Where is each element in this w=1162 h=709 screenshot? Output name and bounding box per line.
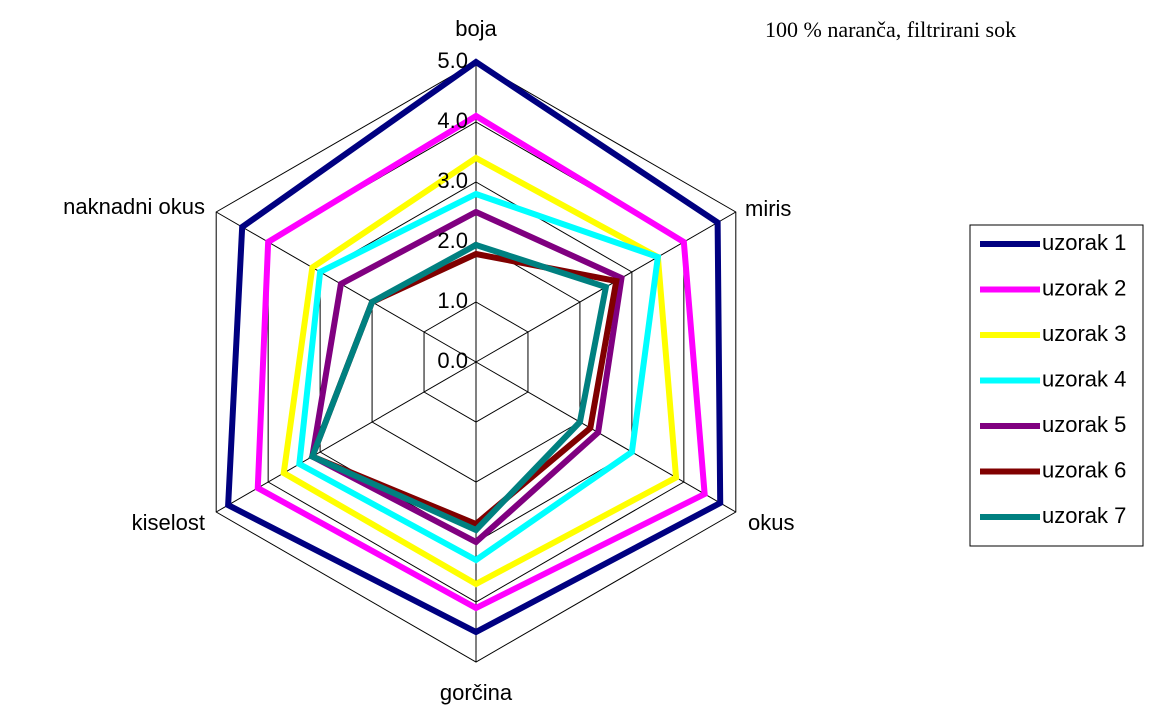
category-label: naknadni okus [63,194,205,219]
legend-label: uzorak 1 [1042,230,1126,255]
series-line [225,58,724,636]
legend-label: uzorak 2 [1042,275,1126,300]
tick-label: 4.0 [437,108,468,133]
legend-label: uzorak 4 [1042,366,1126,391]
legend-label: uzorak 3 [1042,321,1126,346]
legend-label: uzorak 7 [1042,503,1126,528]
category-label: miris [745,196,791,221]
spoke [475,361,737,513]
legend-label: uzorak 5 [1042,412,1126,437]
category-label: kiselost [132,510,205,535]
chart-title: 100 % naranča, filtrirani sok [765,17,1016,42]
series-line [296,190,662,564]
tick-label: 3.0 [437,168,468,193]
category-label: okus [748,510,794,535]
legend-box [969,224,1144,547]
category-label: boja [455,16,497,41]
tick-label: 5.0 [437,48,468,73]
category-label: gorčina [440,680,513,705]
tick-label: 0.0 [437,348,468,373]
legend-label: uzorak 6 [1042,457,1126,482]
series-line [309,208,625,546]
series-line [254,112,708,612]
tick-label: 1.0 [437,288,468,313]
tick-label: 2.0 [437,228,468,253]
spoke [215,211,477,363]
series-line [308,241,610,534]
